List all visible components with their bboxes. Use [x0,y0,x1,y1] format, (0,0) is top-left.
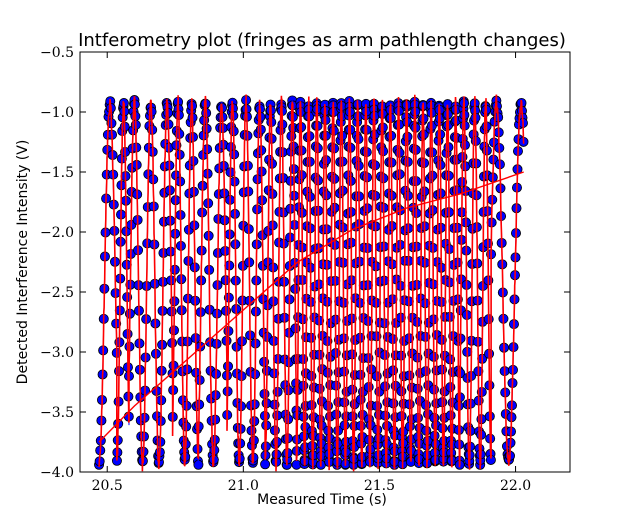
x-tick-label: 20.5 [92,478,123,494]
chart-title: Intferometry plot (fringes as arm pathle… [78,30,566,51]
y-tick-label: −1.0 [40,105,74,121]
series-trend-line [98,171,524,443]
plot-frame [79,51,571,473]
x-tick-label: 22.0 [500,478,531,494]
x-axis: 20.5 21.0 21.5 22.0 [92,52,531,494]
y-tick-label: −0.5 [40,45,74,61]
x-tick-label: 21.5 [364,478,395,494]
y-tick-label: −3.5 [40,405,74,421]
series-fringe-line [98,94,525,472]
x-tick-label: 21.0 [228,478,259,494]
y-tick-label: −2.5 [40,285,74,301]
y-axis-label: Detected Interference Intensity (V) [15,140,31,385]
plot-area [94,94,529,472]
y-tick-label: −2.0 [40,225,74,241]
y-tick-label: −3.0 [40,345,74,361]
y-tick-label: −4.0 [40,465,74,481]
x-axis-label: Measured Time (s) [257,492,387,508]
y-tick-label: −1.5 [40,165,74,181]
y-axis: −4.0 −3.5 −3.0 −2.5 −2.0 −1.5 −1.0 −0.5 [40,45,570,481]
